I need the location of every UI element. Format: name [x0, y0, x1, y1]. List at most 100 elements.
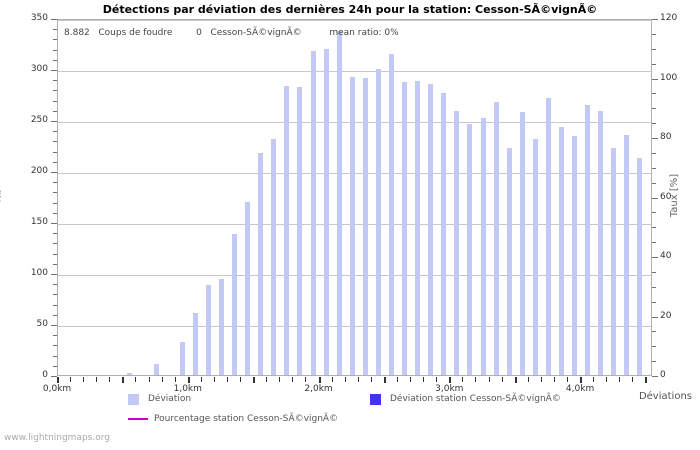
y-axis-right-tick-label: 100 [660, 72, 678, 83]
y-axis-left-minor-tick [53, 141, 57, 143]
y-axis-right-tick-label: 0 [660, 370, 666, 380]
y-axis-left-minor-tick [53, 29, 57, 31]
x-axis-tick [462, 377, 464, 382]
y-axis-right-minor-tick [652, 271, 656, 273]
y-axis-right-minor-tick [652, 301, 656, 303]
y-axis-left-minor-tick [53, 110, 57, 112]
legend-item[interactable]: Pourcentage station Cesson-SÃ©vignÃ© [128, 412, 338, 426]
x-axis-tick [553, 377, 555, 382]
y-axis-left-title: Nb [0, 188, 4, 203]
y-axis-right-tick-label: 120 [660, 13, 678, 23]
bar [611, 147, 617, 375]
chart-title: Détections par déviation des dernières 2… [102, 3, 598, 16]
y-axis-right-minor-tick [652, 346, 656, 348]
y-axis-left-minor-tick [53, 59, 57, 61]
y-axis-right-minor-tick [652, 286, 656, 288]
legend-item[interactable]: Déviation [128, 392, 191, 406]
bar [310, 50, 316, 375]
bar [192, 312, 198, 375]
legend-item-label: Pourcentage station Cesson-SÃ©vignÃ© [154, 414, 339, 424]
x-axis-tick [619, 377, 621, 382]
x-axis-tick [370, 377, 372, 382]
y-axis-right-tick [652, 19, 658, 20]
y-axis-right-tick-label: 80 [660, 132, 672, 142]
x-axis-tick [148, 377, 150, 382]
y-axis-left-minor-tick [53, 365, 57, 367]
y-axis-left-minor-tick [53, 253, 57, 255]
y-axis-left-tick [51, 325, 57, 326]
y-axis-right-minor-tick [652, 48, 656, 50]
x-axis-tick [632, 377, 634, 382]
y-axis-left-minor-tick [53, 243, 57, 245]
x-axis-tick [527, 377, 529, 382]
x-axis-tick [436, 377, 438, 382]
annotation-station-label: Cesson-SÃ©vignÃ© [210, 28, 302, 38]
bar [232, 234, 238, 375]
y-axis-left-minor-tick [53, 49, 57, 51]
y-axis-left-minor-tick [53, 284, 57, 286]
x-axis-tick [645, 377, 648, 383]
y-axis-right-tick [652, 316, 658, 318]
bar [637, 157, 643, 375]
plot-area: 8.882 Coups de foudre 0 Cesson-SÃ©vignÃ©… [57, 19, 652, 376]
y-axis-left-minor-tick [53, 39, 57, 41]
x-axis-major-tick [187, 377, 190, 383]
bar [218, 279, 224, 375]
bar [245, 201, 251, 375]
bar [585, 104, 591, 375]
x-axis-tick [593, 377, 595, 382]
bar [362, 78, 368, 375]
y-axis-right-minor-tick [652, 212, 656, 214]
y-axis-right-tick [652, 78, 658, 80]
y-axis-left-tick [51, 121, 57, 122]
x-axis-tick [266, 377, 268, 382]
bar [454, 110, 460, 375]
gridline [58, 20, 651, 21]
x-axis-tick [606, 377, 608, 382]
bar [388, 53, 394, 375]
bar [205, 285, 211, 375]
x-axis-tick [122, 377, 125, 383]
y-axis-left-tick [51, 172, 57, 173]
y-axis-right-tick [652, 257, 658, 258]
legend-item[interactable]: Déviation station Cesson-SÃ©vignÃ© [370, 392, 561, 406]
y-axis-right-minor-tick [652, 167, 656, 169]
y-axis-left-minor-tick [53, 182, 57, 184]
y-axis-left-minor-tick [53, 294, 57, 296]
x-axis-tick [161, 377, 163, 382]
y-axis-left-minor-tick [53, 202, 57, 204]
y-axis-left-tick-label: 250 [30, 115, 48, 125]
y-axis-left-minor-tick [53, 80, 57, 82]
bar [127, 372, 133, 375]
x-axis-tick-label: 2,0km [304, 384, 333, 394]
x-axis-tick [96, 377, 98, 382]
annotation-count-label: Coups de foudre [98, 28, 173, 38]
x-axis-major-tick [57, 377, 59, 383]
y-axis-left-minor-tick [53, 345, 57, 347]
bar [402, 82, 408, 375]
x-axis-tick [383, 377, 386, 383]
y-axis-right-minor-tick [652, 331, 656, 333]
y-axis-right-tick-label: 60 [660, 191, 672, 202]
y-axis-left-tick-label: 200 [30, 166, 48, 176]
watermark: www.lightningmaps.org [4, 433, 110, 443]
y-axis-right-minor-tick [652, 123, 656, 125]
x-axis-tick [501, 377, 503, 382]
bar [480, 117, 486, 375]
y-axis-right-minor-tick [652, 182, 656, 184]
y-axis-right-minor-tick [652, 108, 656, 110]
y-axis-right-tick [652, 197, 658, 199]
gridline [58, 71, 651, 72]
x-axis-tick [135, 377, 137, 382]
bar [258, 152, 264, 375]
bar [428, 84, 434, 375]
x-axis-tick-label: 1,0km [173, 384, 202, 394]
x-axis-title: Déviations [638, 391, 692, 402]
bar [375, 69, 381, 375]
x-axis-tick [540, 377, 542, 382]
y-axis-left-tick-label: 100 [30, 268, 48, 278]
x-axis-tick [213, 377, 215, 382]
bar [284, 86, 290, 375]
legend-item-label: Déviation station Cesson-SÃ©vignÃ© [390, 394, 561, 404]
bar [179, 342, 185, 375]
